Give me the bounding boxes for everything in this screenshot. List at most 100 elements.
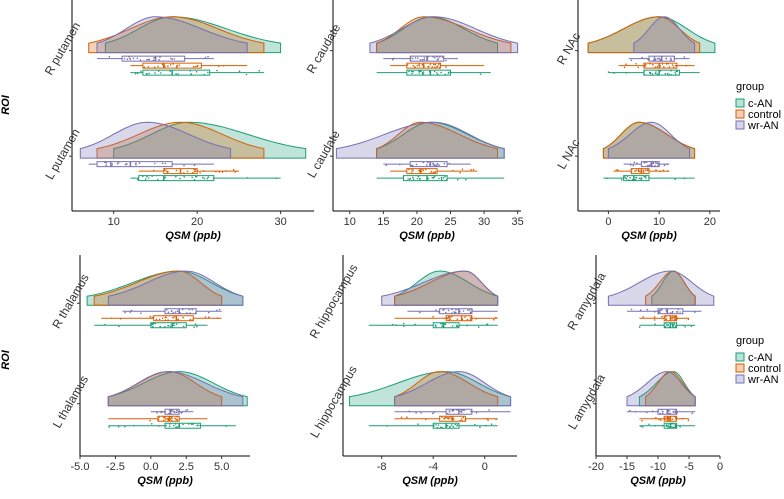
rain-point-c-AN [414, 323, 416, 326]
rain-point-wr-AN [657, 162, 659, 165]
x-tick-label: 10 [653, 216, 665, 228]
rain-point-wr-AN [663, 164, 666, 167]
rain-point-control [685, 65, 687, 67]
rain-point-wr-AN [683, 56, 686, 58]
rain-point-wr-AN [409, 59, 412, 61]
rain-point-c-AN [171, 324, 174, 327]
rain-point-wr-AN [673, 56, 675, 58]
box-wr-AN [439, 308, 473, 315]
rain-point-c-AN [666, 324, 668, 327]
rain-point-c-AN [203, 177, 206, 180]
rain-point-c-AN [683, 177, 686, 180]
rain-point-wr-AN [428, 163, 431, 166]
rain-point-control [418, 65, 421, 67]
rain-point-c-AN [409, 178, 411, 180]
rain-point-c-AN [441, 426, 443, 429]
rain-point-c-AN [441, 322, 444, 325]
rain-point-control [674, 64, 677, 67]
rain-point-wr-AN [665, 309, 668, 312]
rain-point-control [659, 65, 662, 67]
rain-point-c-AN [117, 425, 120, 428]
legend-title: group [736, 335, 764, 347]
rain-point-control [445, 66, 447, 68]
rain-point-c-AN [160, 72, 162, 74]
rain-point-c-AN [422, 71, 425, 73]
rain-point-control [424, 418, 427, 421]
rain-point-c-AN [432, 425, 435, 428]
rain-point-wr-AN [652, 161, 655, 164]
rain-point-control [495, 316, 497, 319]
rain-point-wr-AN [420, 412, 422, 414]
rain-point-c-AN [173, 424, 175, 427]
rain-point-control [648, 63, 651, 65]
rain-point-wr-AN [175, 411, 178, 414]
rain-point-wr-AN [164, 411, 167, 413]
rain-point-control [147, 66, 150, 68]
rain-point-c-AN [391, 323, 394, 326]
rain-point-wr-AN [185, 409, 187, 412]
rain-point-wr-AN [630, 308, 633, 311]
rain-point-control [450, 417, 453, 420]
rain-point-wr-AN [415, 163, 418, 166]
rain-point-control [120, 317, 122, 320]
rain-point-control [656, 66, 659, 68]
rain-point-wr-AN [652, 59, 655, 61]
rain-point-c-AN [682, 324, 685, 327]
rain-point-c-AN [674, 326, 677, 328]
rain-point-control [653, 319, 656, 321]
rain-point-control [420, 170, 423, 173]
rain-point-control [655, 169, 657, 171]
rain-point-control [172, 63, 174, 65]
rain-point-wr-AN [126, 163, 128, 165]
rain-point-wr-AN [105, 164, 107, 166]
rain-point-control [164, 316, 167, 319]
rain-point-c-AN [626, 175, 629, 178]
rain-point-wr-AN [674, 412, 677, 414]
rain-point-control [167, 170, 169, 173]
x-tick-label: -15 [619, 461, 635, 473]
rain-point-wr-AN [385, 164, 388, 166]
rain-point-c-AN [668, 73, 670, 76]
density-wr-AN [107, 270, 244, 306]
rain-point-control [665, 417, 667, 419]
rain-point-wr-AN [656, 162, 658, 164]
rain-point-c-AN [654, 72, 657, 75]
rain-point-c-AN [465, 178, 467, 181]
rain-point-c-AN [173, 324, 175, 327]
rain-point-c-AN [638, 326, 641, 329]
rain-point-c-AN [402, 322, 405, 325]
rain-point-c-AN [451, 325, 454, 327]
rain-point-c-AN [433, 175, 436, 178]
rain-point-wr-AN [645, 161, 648, 164]
rain-point-wr-AN [672, 411, 675, 414]
rain-point-wr-AN [647, 165, 650, 167]
y-axis-title-bottom: ROI [0, 349, 12, 370]
rain-point-wr-AN [451, 308, 453, 311]
rain-point-wr-AN [437, 311, 440, 313]
legend-key-control [735, 109, 745, 119]
x-tick-label: 15 [377, 216, 389, 228]
rain-point-control [495, 418, 498, 421]
box-control [445, 315, 473, 322]
rain-point-wr-AN [445, 59, 447, 62]
rain-point-wr-AN [191, 308, 194, 311]
rain-point-wr-AN [676, 412, 678, 414]
rain-point-control [674, 416, 676, 418]
rain-point-c-AN [178, 425, 181, 428]
rain-point-control [446, 417, 449, 420]
rain-point-wr-AN [172, 410, 174, 412]
density-wr-AN [633, 16, 696, 54]
rain-point-control [661, 315, 663, 318]
rain-point-wr-AN [117, 161, 120, 164]
rain-point-c-AN [246, 177, 249, 179]
rain-point-wr-AN [649, 164, 651, 166]
rain-point-control [171, 417, 173, 420]
rain-point-control [162, 419, 165, 422]
rain-point-c-AN [435, 424, 437, 426]
rain-point-control [444, 416, 447, 419]
box-wr-AN [121, 55, 186, 62]
rain-point-wr-AN [651, 165, 653, 167]
rain-point-c-AN [440, 426, 442, 429]
x-axis-title: QSM (ppb) [402, 475, 458, 487]
rain-point-control [671, 317, 673, 319]
